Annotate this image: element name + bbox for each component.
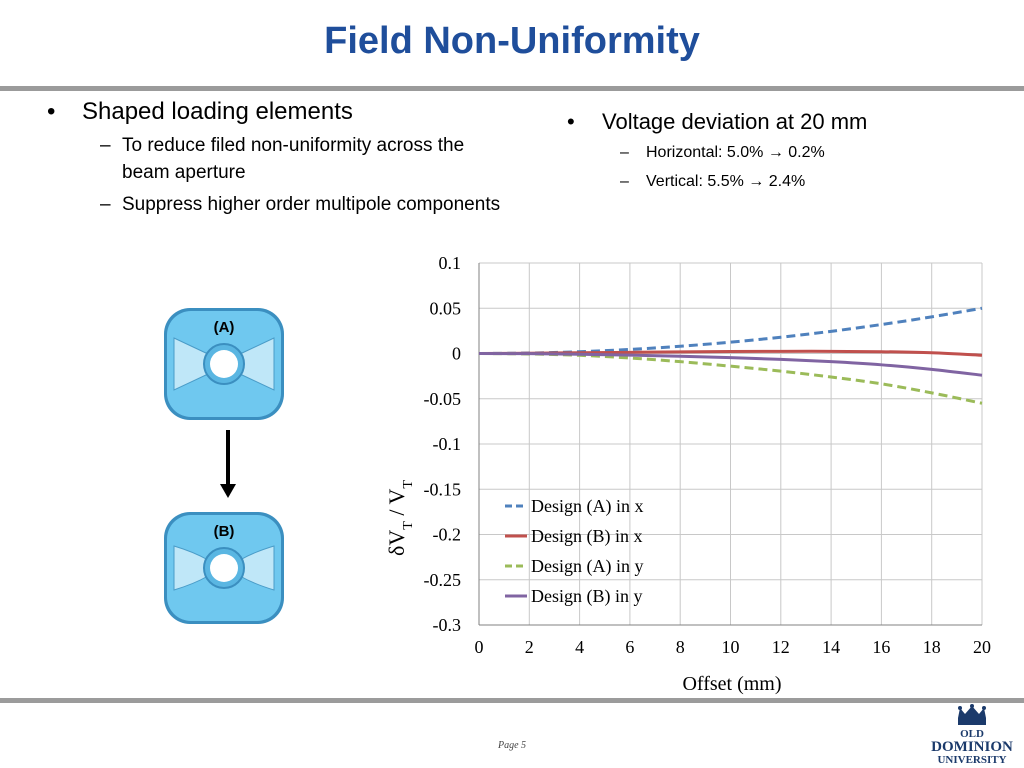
odu-logo: OLD DOMINION UNIVERSITY [931,704,1013,766]
chart-series [478,306,983,405]
x-tick-label: 8 [676,637,685,657]
arrow-down-icon [220,484,236,498]
left-bullet-list: Shaped loading elements To reduce filed … [42,97,512,218]
y-tick-label: -0.3 [433,615,462,635]
y-axis-label-v2: V [384,488,409,504]
x-tick-label: 16 [872,637,890,657]
cavity-b-beam-aperture [210,554,238,582]
sub-bullet: Suppress higher order multipole componen… [82,191,512,218]
y-tick-label: 0.05 [430,298,462,318]
crown-icon [958,704,986,725]
x-tick-label: 12 [772,637,790,657]
y-axis-label: δVT / VT [384,480,416,556]
sub-bullet: Horizontal: 5.0% → 0.2% [602,141,1002,165]
legend-label: Design (B) in y [531,586,643,607]
series-line-4 [478,352,983,377]
y-axis-label-sub: T [401,521,416,530]
y-tick-label: -0.15 [424,479,462,499]
footer-divider [0,698,1024,703]
x-tick-label: 20 [973,637,991,657]
x-tick-label: 0 [475,637,484,657]
y-tick-label: -0.2 [433,525,462,545]
voltage-deviation-chart: 0 2 4 6 8 10 12 14 16 18 20 0.1 0.05 0 -0.05 -0.1 -0.15 -… [384,253,992,695]
y-tick-label: -0.05 [424,389,462,409]
cavity-a-beam-aperture [210,350,238,378]
x-axis-label: Offset (mm) [682,673,781,695]
y-tick-label: 0 [452,344,461,364]
chart-legend: Design (A) in x Design (B) in x Design (A)… [505,496,643,607]
legend-label: Design (A) in y [531,556,643,577]
slide-title: Field Non-Uniformity [324,20,700,62]
header-divider [0,86,1024,91]
y-tick-label: -0.1 [433,434,462,454]
logo-line-university: UNIVERSITY [937,754,1006,766]
cavity-a-image: (A) [164,308,284,420]
right-bullet-list: Voltage deviation at 20 mm Horizontal: 5… [562,108,1002,194]
page-number: Page 5 [497,740,527,751]
label-b: (B) [214,523,235,540]
x-tick-label: 10 [722,637,740,657]
chart-tick-labels: 0 2 4 6 8 10 12 14 16 18 20 0.1 0.05 0 -0.05 -0.1 -0.15 -… [424,253,992,657]
y-axis-label-delta: δ [384,546,409,556]
bullet-text: Shaped loading elements [82,98,353,125]
y-axis-label-sub2: T [401,480,416,489]
label-a: (A) [214,319,235,336]
cavity-design-figure: (A) (B) [164,308,284,624]
bullet-shaped-loading: Shaped loading elements To reduce filed … [42,97,512,218]
sub-bullet: Vertical: 5.5% → 2.4% [602,170,1002,194]
y-tick-label: 0.1 [439,253,462,273]
legend-label: Design (B) in x [531,526,643,547]
x-tick-label: 4 [575,637,584,657]
x-tick-label: 2 [525,637,534,657]
chart-axes [478,263,982,626]
sub-bullet-list: To reduce filed non-uniformity across th… [82,132,512,218]
y-tick-label: -0.25 [424,570,462,590]
bullet-text: Voltage deviation at 20 mm [602,109,868,134]
sub-bullet-list: Horizontal: 5.0% → 0.2% Vertical: 5.5% →… [602,141,1002,194]
logo-line-old: OLD [960,728,984,740]
y-axis-label-sep: / [384,504,409,521]
bullet-voltage-deviation: Voltage deviation at 20 mm Horizontal: 5… [562,108,1002,194]
sub-bullet: To reduce filed non-uniformity across th… [82,132,512,186]
x-tick-label: 18 [923,637,941,657]
legend-label: Design (A) in x [531,496,643,517]
cavity-b-image: (B) [164,512,284,624]
x-tick-label: 14 [822,637,840,657]
logo-line-dominion: DOMINION [931,739,1013,755]
x-tick-label: 6 [625,637,634,657]
y-axis-label-v: V [384,530,409,546]
